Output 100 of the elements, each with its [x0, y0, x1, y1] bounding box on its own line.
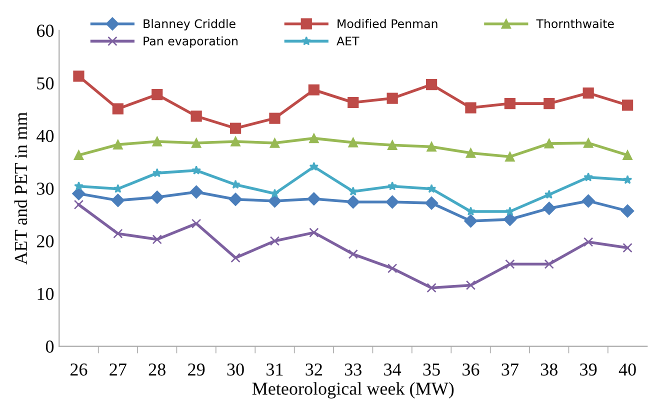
y-tick-label: 40: [36, 130, 54, 142]
x-tick-label: 29: [188, 364, 205, 376]
y-tick-label: 10: [38, 288, 54, 300]
point: [269, 112, 280, 124]
point: [113, 184, 123, 193]
point: [308, 84, 320, 96]
point: [74, 181, 84, 190]
legend-label: Modified Penman: [338, 19, 438, 28]
point: [426, 184, 436, 193]
point: [307, 192, 321, 206]
y-tick-label: 20: [37, 235, 54, 248]
y-tick-label: 30: [37, 182, 54, 195]
x-tick-label: 39: [580, 364, 597, 376]
point: [230, 180, 240, 189]
point: [74, 200, 84, 210]
point: [348, 96, 359, 108]
point: [466, 148, 476, 158]
point: [228, 192, 242, 206]
x-tick-label: 30: [227, 363, 244, 376]
point: [191, 138, 202, 148]
x-tick-label: 33: [344, 364, 362, 376]
legend-label: Pan evaporation: [144, 36, 238, 48]
point: [309, 162, 319, 171]
point: [466, 280, 476, 290]
point: [622, 242, 632, 253]
point: [622, 100, 634, 111]
point: [113, 228, 123, 238]
point: [190, 110, 202, 122]
point: [386, 92, 398, 104]
point: [426, 79, 438, 90]
x-tick-label: 35: [423, 364, 440, 376]
point: [544, 98, 555, 110]
point: [111, 194, 125, 208]
point: [387, 140, 398, 150]
point: [152, 89, 163, 100]
point: [583, 237, 594, 247]
point: [150, 190, 164, 204]
point: [465, 102, 476, 114]
point: [505, 152, 515, 162]
point: [230, 136, 240, 146]
point: [464, 214, 478, 228]
x-tick-label: 36: [462, 364, 480, 376]
x-tick-label: 34: [384, 364, 402, 376]
y-tick-label: 50: [37, 77, 54, 90]
point: [72, 187, 86, 200]
point: [622, 175, 632, 184]
point: [622, 150, 632, 160]
point: [190, 185, 203, 199]
point: [544, 259, 554, 270]
point: [112, 103, 124, 114]
point: [582, 194, 595, 208]
point: [309, 133, 319, 144]
x-tick-label: 40: [618, 363, 636, 376]
point: [505, 259, 515, 270]
x-tick-label: 28: [148, 363, 166, 376]
point: [348, 249, 358, 259]
point: [270, 138, 280, 148]
x-tick-label: 37: [502, 364, 518, 376]
point: [505, 206, 515, 216]
point: [270, 236, 280, 246]
point: [230, 122, 242, 134]
point: [152, 168, 162, 178]
point: [544, 138, 554, 148]
point: [230, 252, 240, 263]
legend-label: Thornthwaite: [536, 19, 614, 28]
point: [191, 218, 202, 228]
point: [348, 186, 358, 196]
x-tick-label: 31: [266, 364, 283, 376]
point: [424, 196, 438, 210]
legend-label: Blanney Criddle: [144, 19, 236, 30]
point: [309, 228, 319, 238]
x-tick-label: 27: [110, 364, 126, 376]
point: [74, 150, 84, 160]
point: [542, 202, 556, 215]
point: [466, 206, 476, 216]
point: [346, 195, 360, 209]
y-axis-title: AET and PET in mm: [14, 112, 27, 265]
point: [386, 195, 399, 209]
point: [503, 212, 517, 226]
x-tick-label: 38: [540, 363, 558, 376]
point: [504, 98, 516, 110]
point: [426, 142, 436, 152]
point: [387, 263, 398, 274]
point: [348, 138, 358, 148]
x-tick-label: 26: [70, 364, 88, 376]
point: [152, 136, 162, 146]
x-axis-title: Meteorological week (MW): [252, 382, 454, 399]
legend-label: AET: [336, 36, 360, 46]
point: [544, 190, 554, 199]
y-tick-label: 0: [46, 340, 54, 353]
point: [620, 204, 634, 218]
y-tick-label: 60: [36, 24, 54, 37]
point: [388, 181, 397, 190]
point: [583, 138, 594, 148]
point: [426, 282, 436, 293]
point: [113, 140, 123, 150]
point: [268, 194, 282, 208]
point: [152, 234, 162, 244]
point: [192, 166, 201, 174]
point: [584, 172, 593, 182]
